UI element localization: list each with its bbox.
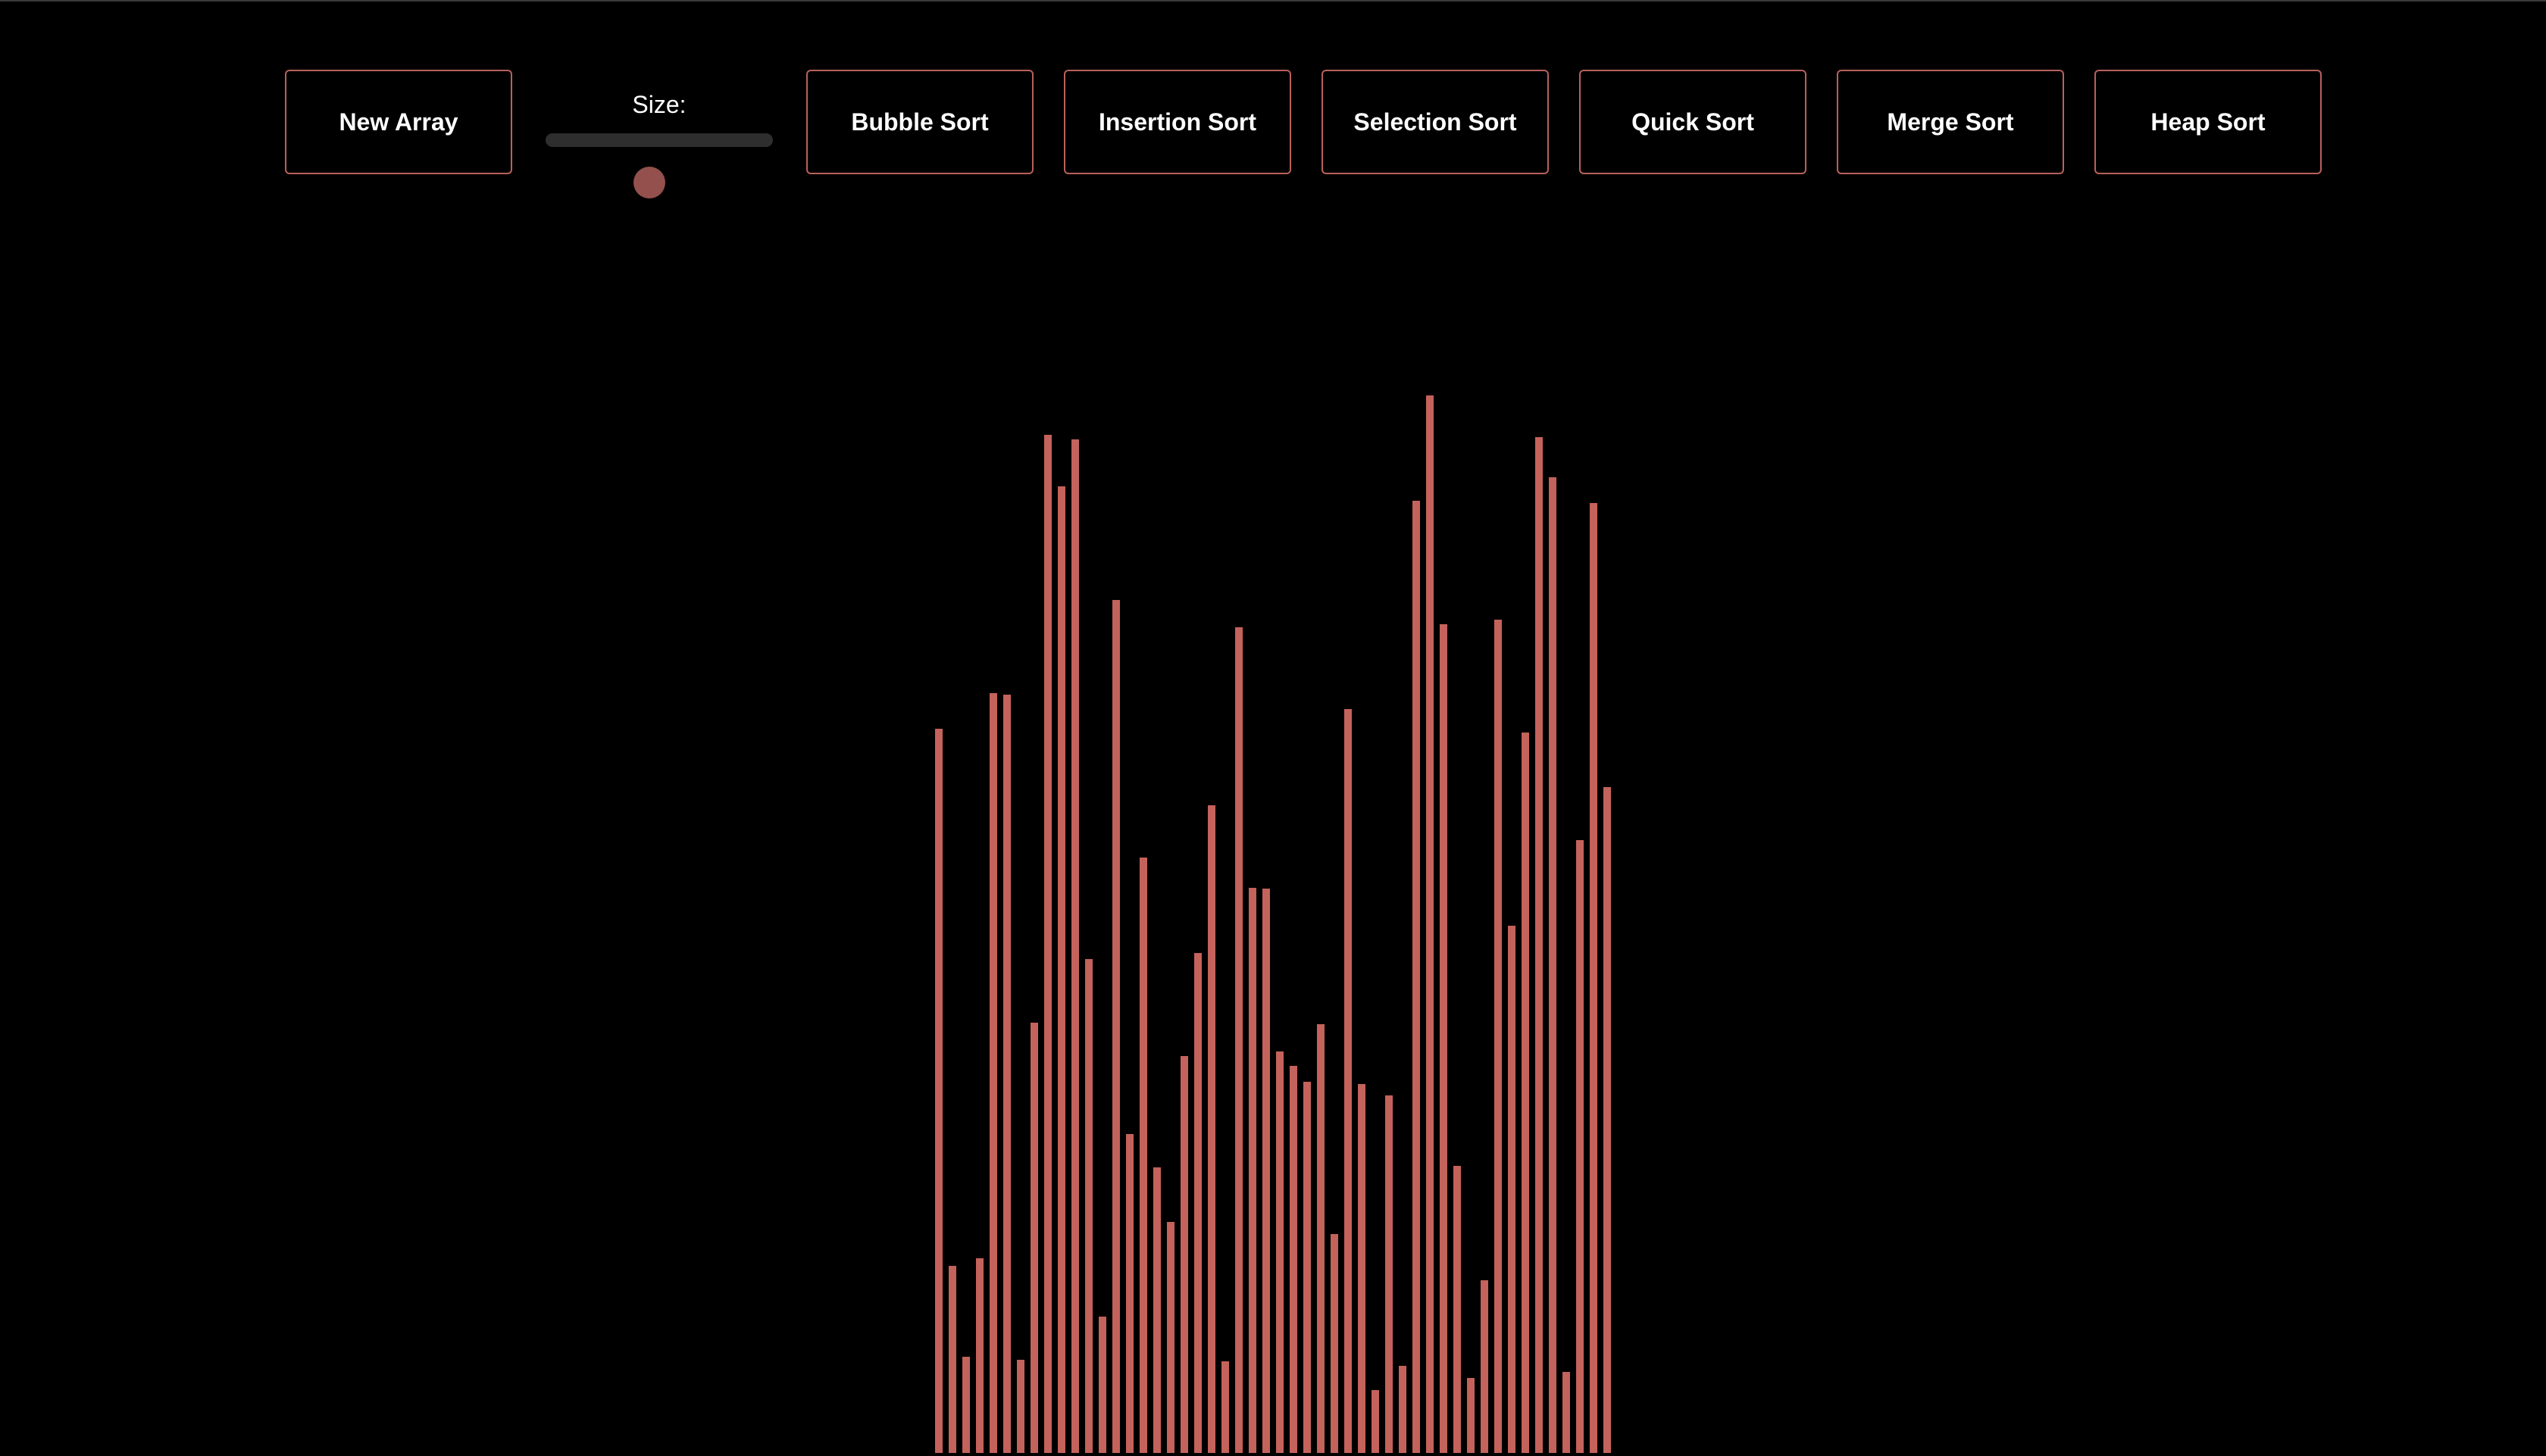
array-bar xyxy=(1303,1082,1311,1453)
array-bar xyxy=(990,693,997,1453)
array-bar xyxy=(1453,1166,1461,1453)
array-bar xyxy=(1317,1024,1325,1453)
array-bar xyxy=(1140,858,1147,1453)
array-bar xyxy=(1071,439,1079,1453)
array-bar xyxy=(1262,889,1270,1453)
array-bar xyxy=(1167,1222,1174,1453)
array-bar xyxy=(1372,1390,1379,1453)
array-bar xyxy=(1058,486,1065,1453)
array-bar xyxy=(1426,395,1434,1453)
quick-sort-button[interactable]: Quick Sort xyxy=(1579,70,1806,174)
toolbar: New Array Size: Bubble Sort Insertion So… xyxy=(0,0,2546,198)
array-bar xyxy=(1235,627,1243,1453)
array-bar xyxy=(1494,620,1502,1453)
array-bar xyxy=(1385,1095,1393,1453)
array-bar xyxy=(1031,1023,1038,1453)
array-bar xyxy=(1399,1366,1406,1453)
array-bar xyxy=(1440,624,1447,1453)
array-bar xyxy=(962,1357,970,1453)
insertion-sort-button[interactable]: Insertion Sort xyxy=(1064,70,1291,174)
array-bar xyxy=(1249,888,1256,1453)
array-bar xyxy=(1508,926,1515,1453)
array-bar xyxy=(1003,695,1011,1453)
array-bar xyxy=(935,729,943,1453)
array-bar xyxy=(1126,1134,1134,1453)
array-bar xyxy=(976,1258,984,1453)
array-bar xyxy=(1181,1056,1188,1453)
window-top-border xyxy=(0,0,2546,2)
array-bar xyxy=(1208,805,1215,1453)
merge-sort-button[interactable]: Merge Sort xyxy=(1837,70,2064,174)
bubble-sort-button[interactable]: Bubble Sort xyxy=(806,70,1034,174)
array-bar xyxy=(1562,1372,1570,1453)
array-bar xyxy=(1017,1360,1024,1453)
array-bar xyxy=(1221,1361,1229,1453)
array-bar xyxy=(1576,840,1584,1453)
array-bar xyxy=(1358,1084,1365,1453)
array-bar xyxy=(1535,437,1543,1453)
array-bar xyxy=(1467,1378,1475,1453)
array-bar xyxy=(1549,477,1556,1453)
array-bar xyxy=(1590,503,1597,1453)
array-bar xyxy=(1085,959,1093,1453)
array-bar xyxy=(1481,1280,1488,1453)
array-bar xyxy=(1153,1167,1161,1453)
array-bar xyxy=(1099,1317,1106,1453)
array-bar xyxy=(1603,787,1611,1453)
array-bar xyxy=(1194,953,1202,1453)
array-bar xyxy=(1412,501,1420,1453)
array-bar xyxy=(949,1266,956,1453)
array-bar xyxy=(1276,1051,1284,1453)
size-control: Size: xyxy=(546,91,773,198)
size-slider-thumb[interactable] xyxy=(633,167,666,198)
selection-sort-button[interactable]: Selection Sort xyxy=(1321,70,1549,174)
array-bar xyxy=(1331,1234,1338,1453)
array-bar xyxy=(1044,435,1052,1453)
heap-sort-button[interactable]: Heap Sort xyxy=(2094,70,2322,174)
array-bar xyxy=(1344,709,1352,1453)
array-bar xyxy=(1112,600,1120,1453)
new-array-button[interactable]: New Array xyxy=(285,70,512,174)
array-bar xyxy=(1290,1066,1297,1453)
size-slider[interactable] xyxy=(546,133,773,198)
array-bar xyxy=(1522,733,1529,1453)
size-label: Size: xyxy=(632,91,687,118)
